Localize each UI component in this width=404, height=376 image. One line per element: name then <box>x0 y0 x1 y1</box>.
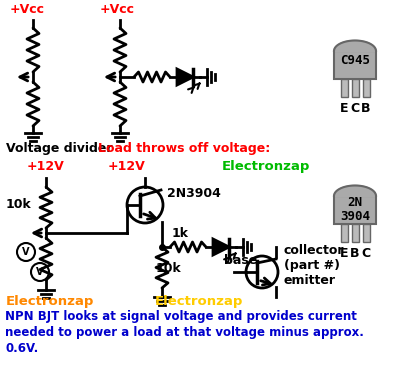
Text: 10k: 10k <box>156 262 182 275</box>
Text: +12V: +12V <box>108 160 146 173</box>
Text: needed to power a load at that voltage minus approx.: needed to power a load at that voltage m… <box>5 326 364 339</box>
Text: C: C <box>350 102 360 115</box>
Bar <box>334 196 376 224</box>
Bar <box>362 79 370 97</box>
Polygon shape <box>213 239 229 255</box>
Bar <box>351 224 358 242</box>
Text: collector: collector <box>284 244 345 257</box>
Text: Electronzap: Electronzap <box>6 295 95 308</box>
Text: 0.6V.: 0.6V. <box>5 342 38 355</box>
Text: Electronzap: Electronzap <box>222 160 310 173</box>
Text: 1k: 1k <box>172 227 189 240</box>
Text: emitter: emitter <box>284 274 336 287</box>
Text: +12V: +12V <box>27 160 65 173</box>
Text: Load throws off voltage:: Load throws off voltage: <box>98 142 270 155</box>
Text: 2N3904: 2N3904 <box>167 187 221 200</box>
Text: E: E <box>340 247 348 260</box>
Bar <box>341 224 347 242</box>
Polygon shape <box>334 185 376 196</box>
Bar <box>351 79 358 97</box>
Circle shape <box>31 263 49 281</box>
Bar <box>334 51 376 79</box>
Text: (part #): (part #) <box>284 259 340 272</box>
Text: Electronzap: Electronzap <box>155 295 243 308</box>
Circle shape <box>17 243 35 261</box>
Text: 2N: 2N <box>347 197 362 209</box>
Bar <box>341 79 347 97</box>
Polygon shape <box>334 41 376 51</box>
Text: +Vcc: +Vcc <box>100 3 135 16</box>
Text: 3904: 3904 <box>340 209 370 223</box>
Text: C: C <box>362 247 370 260</box>
Text: B: B <box>350 247 360 260</box>
Polygon shape <box>177 69 193 85</box>
Text: B: B <box>361 102 371 115</box>
Text: V: V <box>22 247 30 257</box>
Text: +Vcc: +Vcc <box>10 3 45 16</box>
Text: Voltage divider: Voltage divider <box>6 142 112 155</box>
Text: 10k: 10k <box>6 198 32 211</box>
Bar <box>362 224 370 242</box>
Text: E: E <box>340 102 348 115</box>
Text: NPN BJT looks at signal voltage and provides current: NPN BJT looks at signal voltage and prov… <box>5 310 357 323</box>
Text: V: V <box>36 267 44 277</box>
Text: C945: C945 <box>340 53 370 67</box>
Text: base: base <box>224 254 257 267</box>
